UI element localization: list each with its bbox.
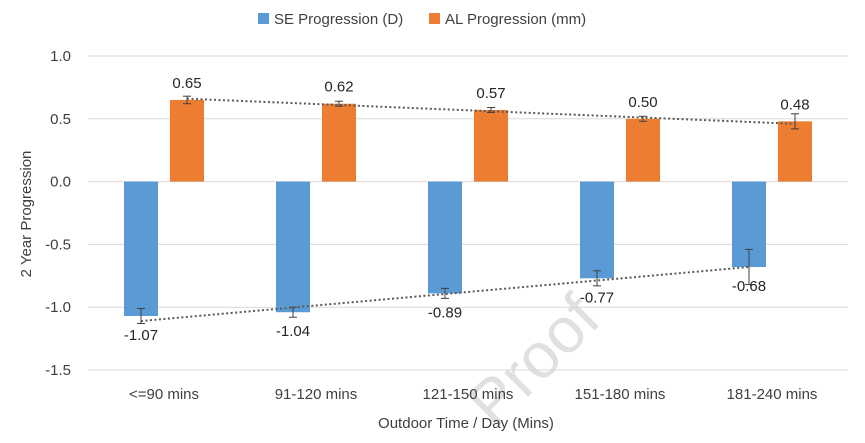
data-label: 0.57 [476,85,505,102]
y-tick-label: 0.0 [50,174,71,191]
bar [626,118,660,182]
y-tick-label: 0.5 [50,111,71,128]
bar [580,181,614,279]
error-bars [137,95,799,325]
legend-swatch [429,13,440,24]
data-label: -0.89 [428,304,462,321]
x-tick-label: 91-120 mins [275,386,358,403]
x-tick-label: 181-240 mins [727,386,818,403]
bar [170,99,204,182]
legend-label: SE Progression (D) [274,11,403,28]
y-tick-label: -1.0 [45,299,71,316]
bars [124,99,812,316]
bar [276,181,310,313]
data-label: -1.07 [124,327,158,344]
data-label: 0.48 [780,96,809,113]
x-axis-title: Outdoor Time / Day (Mins) [378,415,554,432]
y-tick-labels: 1.0 0.5 0.0 -0.5 -1.0 -1.5 [45,48,71,379]
y-tick-label: -1.5 [45,362,71,379]
bar [428,181,462,294]
bar [474,110,508,182]
y-axis-title: 2 Year Progression [18,151,35,278]
y-tick-label: -0.5 [45,236,71,253]
x-tick-label: <=90 mins [129,386,199,403]
data-labels: -1.07 -1.04 -0.89 -0.77 -0.68 0.65 0.62 0.57 0.5… [124,75,810,344]
legend: SE Progression (D) AL Progression (mm) [258,11,586,28]
gridlines [88,55,848,371]
data-label: 0.50 [628,94,657,111]
data-label: -0.68 [732,278,766,295]
bar [322,103,356,182]
legend-label: AL Progression (mm) [445,11,586,28]
trendlines [140,97,796,323]
x-tick-labels: <=90 mins 91-120 mins 121-150 mins 151-180 … [129,386,817,403]
x-tick-label: 121-150 mins [423,386,514,403]
data-label: 0.62 [324,79,353,96]
y-tick-label: 1.0 [50,48,71,65]
legend-swatch [258,13,269,24]
bar [778,121,812,182]
x-tick-label: 151-180 mins [575,386,666,403]
data-label: 0.65 [172,75,201,92]
data-label: -0.77 [580,289,614,306]
trendline [140,266,750,323]
data-label: -1.04 [276,323,310,340]
bar [124,181,158,316]
